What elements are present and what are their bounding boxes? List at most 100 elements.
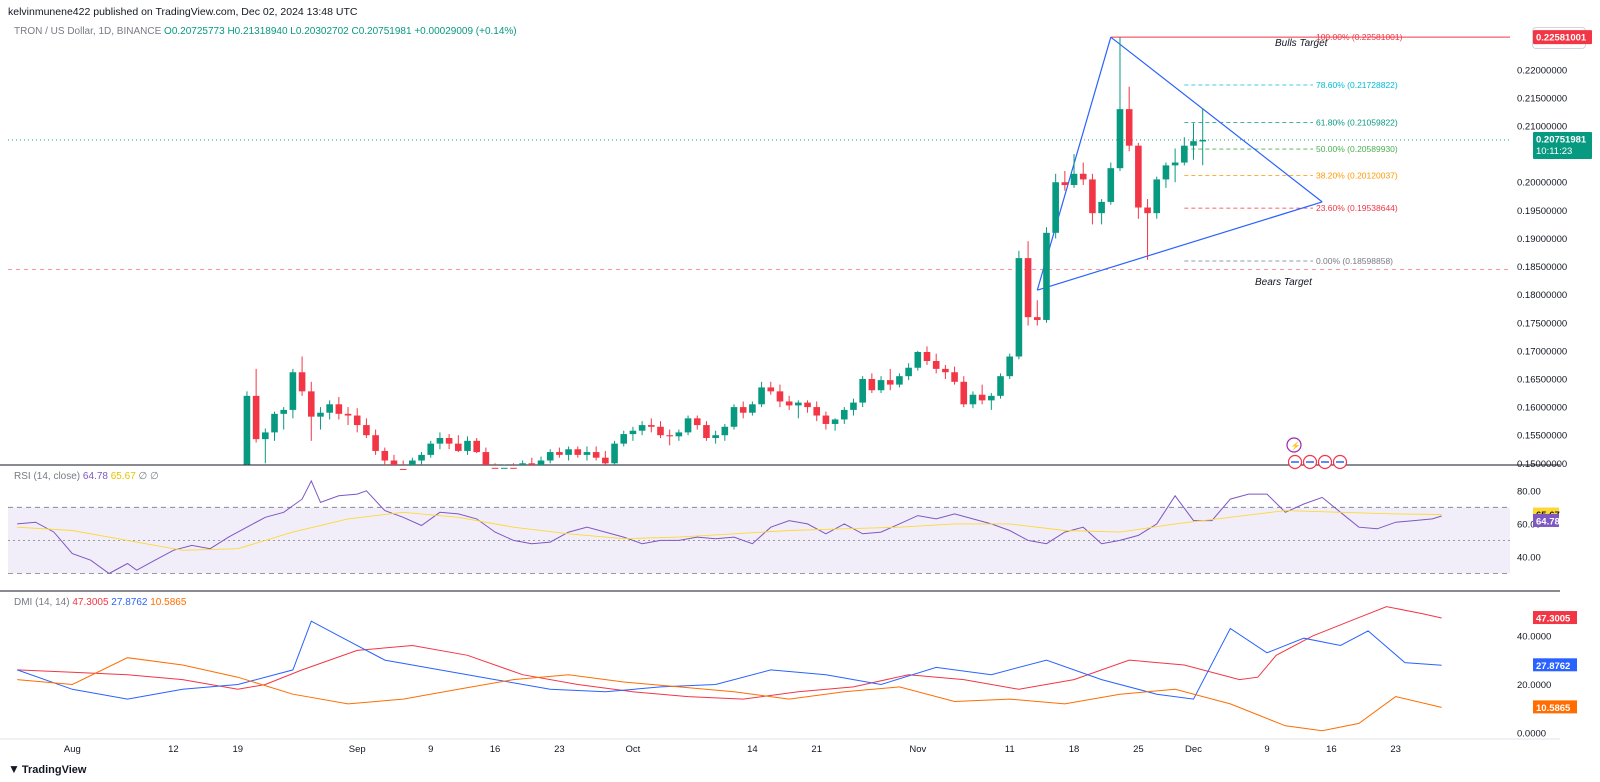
candle-body [344, 413, 352, 416]
time-axis-label: 19 [232, 744, 243, 755]
candle-body [307, 391, 315, 417]
candle-body [739, 407, 747, 413]
candle-body [1098, 201, 1105, 214]
candle-body [602, 457, 609, 464]
fib-level-label: 100.00% (0.22581001) [1316, 32, 1403, 42]
candle-body [905, 367, 912, 377]
candle-body [1107, 168, 1115, 202]
candle-body [1015, 258, 1023, 357]
plus-di-legend-value: 27.8762 [111, 597, 148, 608]
lightning-glyph-icon: ⚡ [1291, 441, 1301, 451]
candle-body [767, 387, 775, 392]
close-value: C0.20751981 [351, 26, 412, 37]
candle-body [436, 438, 444, 444]
fib-level-label: 23.60% (0.19538644) [1316, 203, 1398, 213]
time-axis-label: 23 [554, 744, 565, 755]
candle-body [326, 404, 333, 413]
candle-body [1190, 141, 1197, 146]
time-axis-label: 14 [747, 744, 758, 755]
open-value: O0.20725773 [164, 26, 225, 37]
current-price-badge-text: 0.20751981 [1536, 134, 1587, 145]
candle-body [831, 419, 839, 424]
candle-body [455, 443, 462, 451]
fib-level-label: 78.60% (0.21728822) [1316, 80, 1398, 90]
candle-body [1125, 109, 1133, 146]
candle-body [693, 418, 701, 426]
candle-body [445, 438, 453, 444]
publish-header: kelvinmunene422 published on TradingView… [8, 6, 358, 18]
candle-body [363, 425, 370, 436]
rsi-legend-name: RSI (14, close) [14, 471, 81, 482]
rsi-legend-value: 64.78 [82, 471, 108, 482]
candle-body [390, 460, 398, 465]
dmi-axis-label: 40.0000 [1517, 631, 1551, 642]
candle-body [1061, 182, 1069, 186]
candle-body [703, 425, 710, 439]
price-axis-label: 0.22000000 [1517, 65, 1567, 76]
candle-body [1199, 139, 1206, 142]
time-axis-label: 12 [168, 744, 179, 755]
candle-body [500, 467, 508, 469]
candle-body [611, 443, 618, 464]
price-axis-label: 0.21000000 [1517, 122, 1567, 133]
candle-body [252, 395, 260, 440]
candle-body [298, 372, 306, 392]
candle-body [1033, 317, 1041, 320]
candle-body [712, 435, 719, 439]
candle-body [482, 452, 490, 465]
tradingview-logo-icon: ▼ [8, 762, 20, 776]
time-axis-label: Dec [1185, 744, 1202, 755]
price-axis-label: 0.15500000 [1517, 431, 1567, 442]
current-price-badge [1533, 131, 1592, 159]
candle-body [657, 426, 664, 436]
price-axis-label: 0.18500000 [1517, 262, 1567, 273]
candle-body [675, 432, 683, 437]
rsi-legend: RSI (14, close) 64.78 65.67 ∅ ∅ [14, 471, 159, 482]
candle-body [409, 460, 416, 465]
candle-body [1162, 165, 1170, 180]
plus-di-badge [1533, 658, 1577, 672]
candle-body [528, 463, 536, 465]
price-axis-label: 0.21500000 [1517, 93, 1567, 104]
candle-body [988, 395, 995, 401]
candle-body [372, 435, 379, 451]
candle-body [813, 407, 821, 416]
minus-di-badge-text: 10.5865 [1536, 703, 1571, 714]
candle-body [822, 415, 830, 424]
price-axis-label: 0.16000000 [1517, 403, 1567, 414]
bulls-price-badge [1533, 30, 1592, 45]
time-axis-label: 9 [428, 744, 433, 755]
candle-body [546, 452, 554, 461]
candle-body [969, 394, 977, 405]
candle-body [914, 352, 922, 368]
minus-di-line [17, 657, 1442, 732]
candle-body [537, 460, 545, 465]
minus-di-legend-value: 10.5865 [150, 597, 187, 608]
candle-body [1079, 173, 1087, 180]
price-axis-label: 0.16500000 [1517, 374, 1567, 385]
candle-body [795, 402, 802, 406]
candle-body [510, 467, 517, 469]
candle-body [381, 450, 389, 461]
candle-body [1006, 356, 1014, 377]
adx-badge [1533, 611, 1577, 625]
candle-body [951, 372, 958, 382]
rsi-axis-label: 60.00 [1517, 519, 1541, 530]
candle-body [896, 376, 903, 385]
candle-body [804, 402, 811, 408]
rsi-badge-text: 64.78 [1536, 516, 1560, 527]
candle-body [1089, 179, 1096, 214]
chart-canvas[interactable]: 0.22000000 0.21500000 0.21000000 0.20000000… [0, 0, 1600, 760]
tradingview-footer: ▼ TradingView [8, 762, 86, 776]
rsi-legend-empty-1: ∅ [138, 471, 148, 482]
candle-body [758, 387, 765, 405]
time-axis-label: Aug [64, 744, 81, 755]
candle-body [997, 376, 1004, 396]
triangle-trendline [1110, 36, 1323, 203]
plus-di-line [17, 620, 1442, 700]
candle-body [666, 435, 673, 437]
time-axis-label: Oct [626, 744, 641, 755]
countdown-badge-text: 10:11:23 [1536, 146, 1572, 157]
fib-level-label: 38.20% (0.20120037) [1316, 170, 1398, 180]
price-axis-label: 0.18000000 [1517, 290, 1567, 301]
